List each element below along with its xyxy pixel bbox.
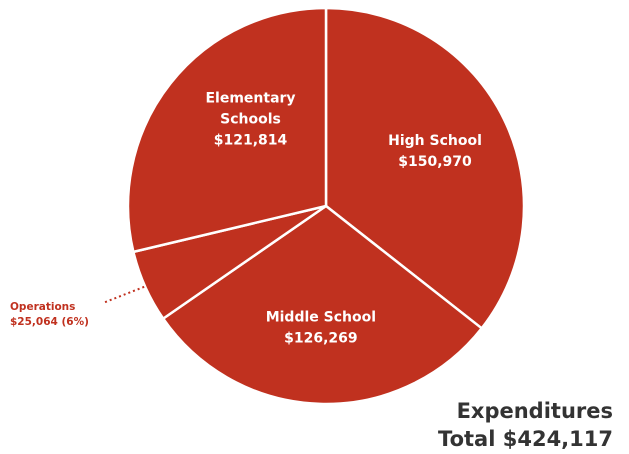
slice-labels: High School $150,970 Middle School $126,269… [10,91,482,347]
slice-middle-school [161,204,483,406]
total-title: Expenditures [456,399,613,423]
slice-operations-label: Operations $25,064 (6%) [10,301,89,328]
slice-middle-school-label: Middle School $126,269 [266,309,376,346]
operations-leader-line [102,284,150,304]
total-value: Total $424,117 [438,427,613,451]
pie-slices [126,6,526,406]
slice-elementary-schools-label: Elementary Schools $121,814 [205,91,295,149]
slice-high-school [324,6,526,330]
slice-high-school-label: High School $150,970 [388,133,482,170]
slice-elementary-schools [126,6,328,254]
